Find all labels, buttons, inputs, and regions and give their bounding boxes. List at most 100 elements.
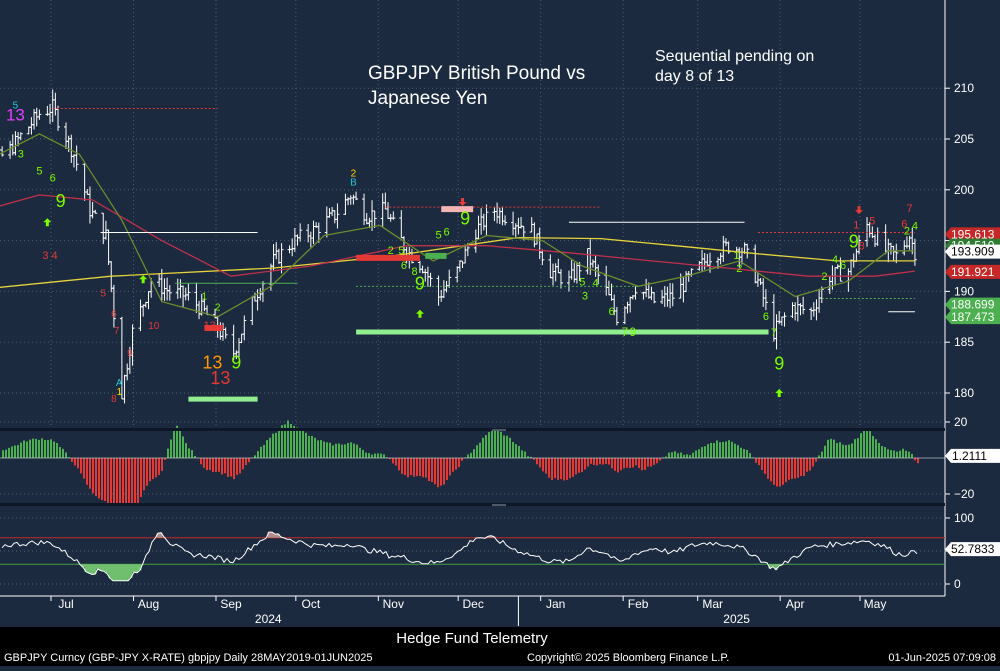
momentum-bar [644, 458, 646, 470]
momentum-bar [74, 458, 76, 466]
momentum-bar [875, 439, 877, 458]
count-marker: 6 [763, 311, 769, 323]
momentum-bar [2, 450, 4, 458]
arrow-up-icon [775, 389, 784, 397]
momentum-bar [344, 444, 346, 458]
momentum-bar [563, 458, 565, 481]
momentum-bar [776, 458, 778, 487]
momentum-bar [908, 451, 910, 458]
price-overlays: 513935693 45679A18101213139132B256899564… [6, 101, 918, 406]
momentum-bar [848, 444, 850, 458]
moving-average-mid [0, 194, 915, 277]
momentum-bar [665, 456, 667, 458]
month-label: Nov [383, 597, 404, 611]
momentum-bar [377, 453, 379, 458]
momentum-bar [494, 427, 496, 458]
price-tick-label: 180 [954, 386, 974, 400]
momentum-bar [626, 458, 628, 468]
momentum-bar [803, 458, 805, 476]
momentum-bar [83, 458, 85, 479]
price-tick-label: 205 [954, 132, 974, 146]
momentum-bar [119, 458, 121, 503]
momentum-bar [896, 451, 898, 458]
momentum-bar [602, 458, 604, 465]
count-marker: 8 [859, 241, 865, 253]
momentum-bar [599, 458, 601, 465]
momentum-bar [173, 430, 175, 458]
count-marker: 4 [832, 254, 838, 266]
footer-bar [0, 627, 1000, 666]
momentum-bar [584, 458, 586, 470]
momentum-bar [305, 432, 307, 458]
momentum-bar [59, 446, 61, 458]
momentum-bar [338, 443, 340, 458]
momentum-bar [41, 438, 43, 458]
momentum-bar [533, 458, 535, 460]
momentum-bar [548, 458, 550, 478]
momentum-bar [431, 458, 433, 482]
count-marker: 1 [202, 292, 208, 303]
momentum-bar [509, 437, 511, 458]
momentum-bar [95, 458, 97, 497]
count-marker: 6 [50, 173, 56, 185]
momentum-bar [635, 458, 637, 466]
momentum-bar [515, 444, 517, 458]
momentum-bar [605, 458, 607, 465]
momentum-bar [542, 458, 544, 472]
count-marker: 9 [231, 353, 241, 373]
price-tag-label: 191.921 [951, 265, 995, 279]
momentum-bar [365, 452, 367, 458]
momentum-bar [863, 430, 865, 458]
momentum-bar [578, 458, 580, 473]
momentum-bar [23, 440, 25, 458]
footer-left: GBPJPY Curncy (GBP-JPY X-RATE) gbpjpy Da… [4, 652, 372, 664]
momentum-bar [158, 458, 160, 475]
momentum-bar [71, 458, 73, 462]
momentum-bar [278, 430, 280, 458]
moving-average-short [0, 133, 915, 318]
momentum-bar [359, 447, 361, 458]
count-marker: 3 [582, 291, 588, 303]
momentum-bar [149, 458, 151, 482]
momentum-bar [224, 458, 226, 474]
momentum-bar [350, 442, 352, 458]
momentum-bar [458, 458, 460, 468]
oscillator-value-tag [945, 542, 1000, 557]
momentum-bar [707, 444, 709, 458]
momentum-bar [8, 447, 10, 458]
momentum-bar [842, 444, 844, 458]
momentum-bar [341, 444, 343, 458]
momentum-bar [242, 458, 244, 470]
momentum-bar [698, 449, 700, 458]
momentum-bar [368, 453, 370, 458]
momentum-bar [770, 458, 772, 482]
momentum-bar [389, 458, 391, 460]
momentum-bar [128, 458, 130, 503]
momentum-bar [335, 443, 337, 458]
momentum-bar [629, 458, 631, 469]
momentum-bar [122, 458, 124, 503]
momentum-bar [893, 450, 895, 458]
count-marker: 1 [734, 250, 740, 262]
momentum-bar [620, 458, 622, 471]
momentum-bar [209, 458, 211, 470]
momentum-bar [425, 458, 427, 478]
moving-average-long [0, 236, 915, 288]
momentum-bar [332, 445, 334, 458]
count-marker: 13 [202, 353, 222, 373]
momentum-bar [632, 458, 634, 468]
momentum-bar [521, 450, 523, 458]
momentum-bar [398, 458, 400, 471]
momentum-bar [101, 458, 103, 500]
momentum-bar [260, 446, 262, 458]
momentum-bar [407, 458, 409, 478]
count-marker: 2 [351, 169, 357, 180]
momentum-bar [248, 458, 250, 463]
momentum-bar [797, 458, 799, 478]
momentum-bar [329, 442, 331, 458]
momentum-bar [572, 458, 574, 477]
momentum-bar [410, 458, 412, 476]
momentum-bar [80, 458, 82, 474]
momentum-bar [527, 456, 529, 458]
momentum-bar [866, 430, 868, 458]
